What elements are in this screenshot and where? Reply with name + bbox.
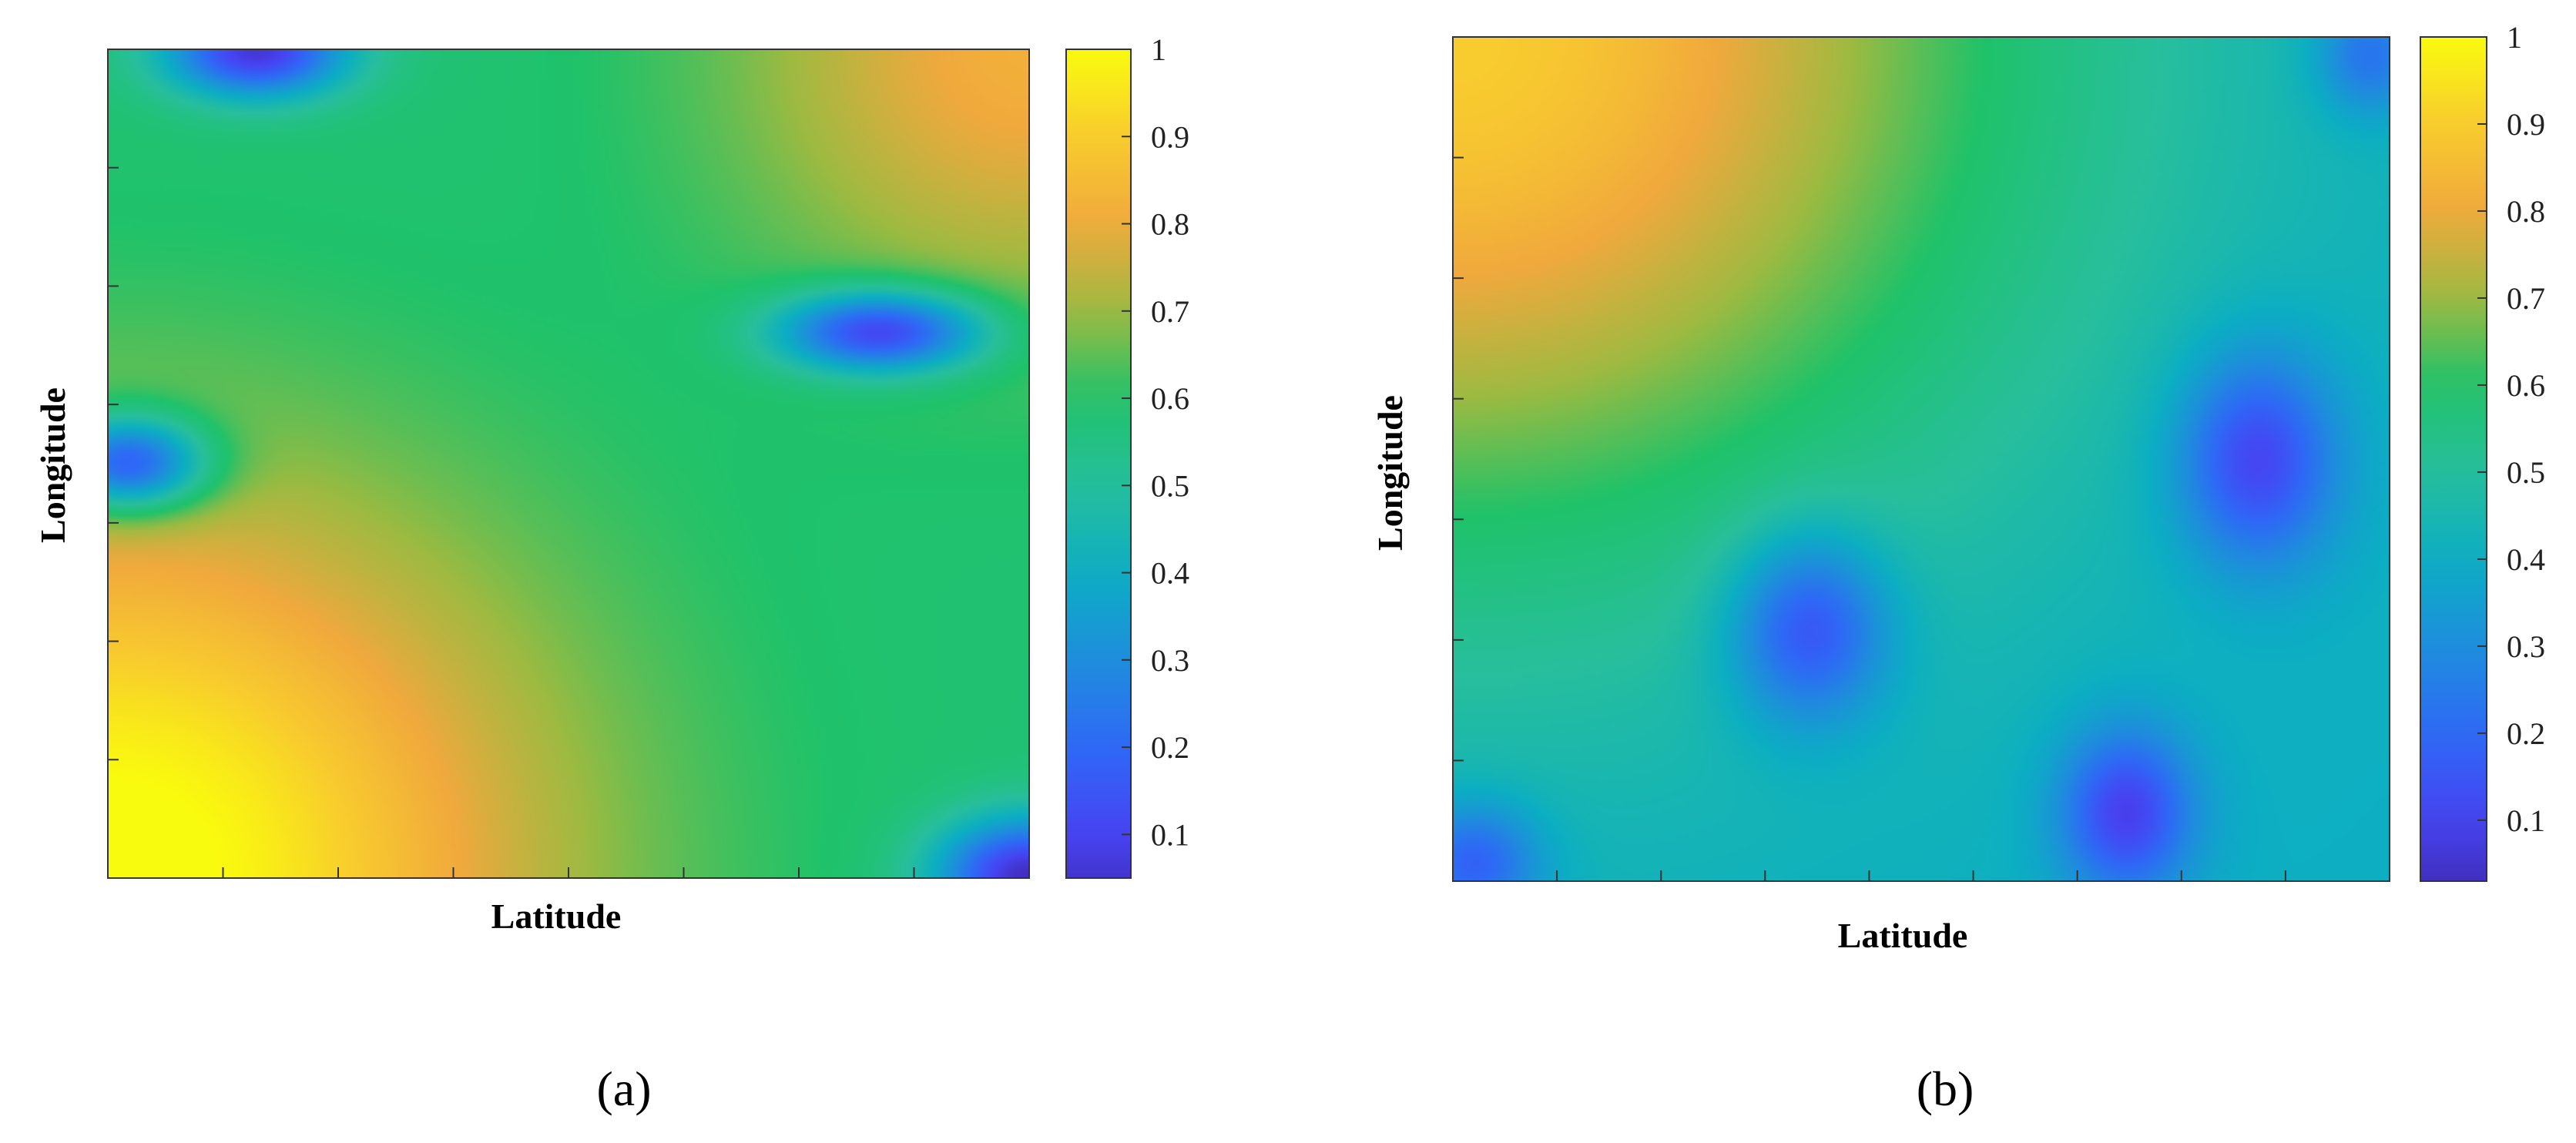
panel-label-b: (b) [1917, 1061, 1974, 1116]
colorbar-tick-label: 0.1 [1151, 817, 1189, 852]
colorbar-tick-label: 0.6 [1151, 381, 1189, 416]
y-ticks-a [108, 49, 119, 879]
x-ticks-b [1452, 870, 2390, 881]
colorbar-tick-label: 0.3 [2507, 629, 2545, 664]
colorbar-tick-label: 0.2 [1151, 730, 1189, 765]
colorbar-b [2420, 36, 2487, 882]
colorbar-tick-label: 0.9 [2507, 107, 2545, 142]
panel-label-a: (a) [596, 1061, 651, 1116]
heatmap-b [1453, 37, 2390, 881]
x-axis-title-b: Latitude [1838, 916, 1968, 955]
panel-b: 0.1 0.2 0.3 0.4 0.5 0.6 0.7 0.8 0.9 1 Latitude Lo… [1370, 20, 2545, 1116]
colorbar-tick-label: 0.8 [2507, 194, 2545, 229]
plot-frame-b [1452, 36, 2390, 882]
colorbar-tick-label: 0.2 [2507, 716, 2545, 751]
colorbar-tick-label: 0.4 [1151, 556, 1189, 591]
colorbar-a [1065, 49, 1132, 879]
colorbar-tick-label: 1 [1151, 32, 1166, 67]
colorbar-tick-label: 0.3 [1151, 643, 1189, 678]
colorbar-ticks-a: 0.1 0.2 0.3 0.4 0.5 0.6 0.7 0.8 0.9 1 [1122, 32, 1189, 852]
colorbar-tick-label: 0.4 [2507, 542, 2545, 577]
colorbar-tick-label: 0.8 [1151, 207, 1189, 242]
y-axis-title-b: Longitude [1370, 395, 1410, 551]
colorbar-tick-label: 0.7 [1151, 294, 1189, 329]
colorbar-tick-label: 0.5 [2507, 455, 2545, 490]
x-ticks-a [107, 867, 1030, 878]
colorbar-tick-label: 0.5 [1151, 468, 1189, 503]
y-axis-title-a: Longitude [33, 387, 72, 543]
colorbar-tick-label: 0.9 [1151, 119, 1189, 154]
colorbar-tick-label: 0.6 [2507, 368, 2545, 403]
colorbar-tick-label: 0.7 [2507, 281, 2545, 316]
colorbar-ticks-b: 0.1 0.2 0.3 0.4 0.5 0.6 0.7 0.8 0.9 1 [2477, 20, 2545, 838]
y-ticks-b [1453, 36, 1464, 882]
x-axis-title-a: Latitude [491, 897, 622, 936]
panel-a: 0.1 0.2 0.3 0.4 0.5 0.6 0.7 0.8 0.9 1 Latitude Lo… [33, 32, 1189, 1116]
colorbar-tick-label: 0.1 [2507, 803, 2545, 838]
colorbar-tick-label: 1 [2507, 20, 2522, 55]
heatmap-a [108, 49, 1029, 878]
